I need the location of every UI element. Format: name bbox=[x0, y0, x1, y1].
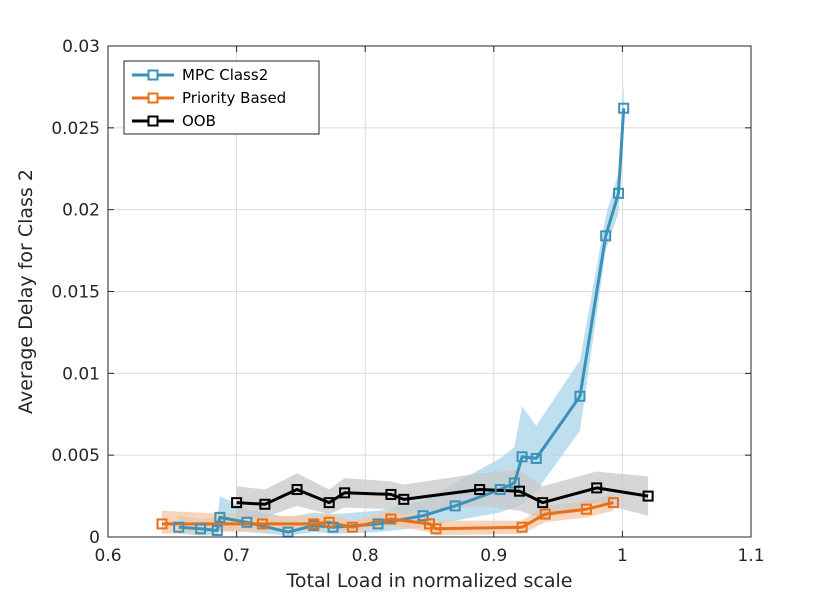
x-tick-label: 0.9 bbox=[480, 546, 507, 566]
tick-labels: 0.6 0.7 0.8 0.9 1 1.1 0 0.005 0.01 0.015 0.02 0.025… bbox=[51, 37, 764, 566]
data-point-priority-based bbox=[156, 518, 168, 530]
data-point-priority-based bbox=[346, 521, 358, 533]
data-point-oob bbox=[323, 497, 335, 509]
data-point-oob bbox=[591, 482, 603, 494]
data-point-oob bbox=[291, 484, 303, 496]
data-point-mpc-class2 bbox=[600, 230, 612, 242]
y-tick-label: 0.025 bbox=[51, 119, 100, 139]
y-tick-label: 0.03 bbox=[62, 37, 100, 57]
data-point-oob bbox=[259, 498, 271, 510]
data-point-mpc-class2 bbox=[372, 518, 384, 530]
y-axis-label: Average Delay for Class 2 bbox=[15, 169, 37, 414]
legend-marker-oob bbox=[147, 115, 159, 127]
data-point-mpc-class2 bbox=[618, 102, 630, 114]
series-line-mpc-class2 bbox=[178, 108, 626, 534]
data-point-mpc-class2 bbox=[173, 521, 185, 533]
data-point-priority-based bbox=[385, 513, 397, 525]
y-tick-label: 0.01 bbox=[62, 364, 100, 384]
legend-marker-priority-based bbox=[147, 92, 159, 104]
y-tick-label: 0 bbox=[89, 528, 100, 548]
data-point-priority-based bbox=[607, 497, 619, 509]
data-point-oob bbox=[474, 484, 486, 496]
legend-label-priority-based: Priority Based bbox=[182, 89, 286, 107]
legend-label-mpc-class2: MPC Class2 bbox=[182, 66, 268, 84]
data-point-mpc-class2 bbox=[613, 187, 625, 199]
data-point-mpc-class2 bbox=[574, 390, 586, 402]
data-point-oob bbox=[514, 485, 526, 497]
x-tick-label: 0.6 bbox=[94, 546, 121, 566]
data-point-oob bbox=[339, 487, 351, 499]
data-point-mpc-class2 bbox=[214, 511, 226, 523]
y-tick-label: 0.005 bbox=[51, 446, 100, 466]
legend: MPC Class2 Priority Based OOB bbox=[123, 60, 320, 135]
y-tick-label: 0.02 bbox=[62, 201, 100, 221]
data-point-oob bbox=[231, 497, 243, 509]
data-point-mpc-class2 bbox=[195, 523, 207, 535]
data-point-priority-based bbox=[430, 523, 442, 535]
data-point-mpc-class2 bbox=[494, 484, 506, 496]
series-markers bbox=[156, 102, 654, 538]
x-axis-label: Total Load in normalized scale bbox=[286, 570, 573, 592]
data-point-oob bbox=[537, 497, 549, 509]
data-point-priority-based bbox=[308, 518, 320, 530]
y-tick-label: 0.015 bbox=[51, 283, 100, 303]
x-tick-label: 1.1 bbox=[737, 546, 764, 566]
data-point-oob bbox=[385, 488, 397, 500]
axes bbox=[107, 45, 752, 538]
legend-marker-mpc-class2 bbox=[147, 69, 159, 81]
legend-label-oob: OOB bbox=[182, 112, 216, 130]
series-line-priority-based bbox=[162, 501, 614, 531]
data-point-priority-based bbox=[256, 518, 268, 530]
data-point-priority-based bbox=[323, 516, 335, 528]
data-point-priority-based bbox=[539, 508, 551, 520]
data-point-mpc-class2 bbox=[449, 500, 461, 512]
data-point-mpc-class2 bbox=[516, 451, 528, 463]
x-tick-label: 0.8 bbox=[352, 546, 379, 566]
data-point-mpc-class2 bbox=[417, 510, 429, 522]
data-point-priority-based bbox=[516, 521, 528, 533]
data-point-oob bbox=[642, 490, 654, 502]
data-point-mpc-class2 bbox=[241, 516, 253, 528]
data-point-mpc-class2 bbox=[530, 452, 542, 464]
x-tick-label: 0.7 bbox=[223, 546, 250, 566]
data-point-priority-based bbox=[580, 503, 592, 515]
data-point-mpc-class2 bbox=[211, 524, 223, 536]
data-point-oob bbox=[398, 493, 410, 505]
x-tick-label: 1 bbox=[617, 546, 628, 566]
